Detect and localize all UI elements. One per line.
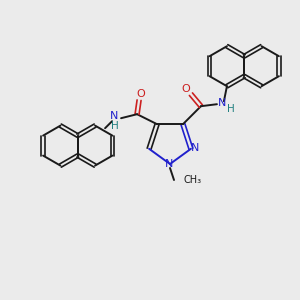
Text: N: N <box>165 159 173 169</box>
Text: CH₃: CH₃ <box>183 175 201 185</box>
Text: H: H <box>111 121 119 131</box>
Text: O: O <box>182 84 190 94</box>
Text: N: N <box>191 143 199 153</box>
Text: N: N <box>218 98 226 108</box>
Text: H: H <box>227 104 235 114</box>
Text: N: N <box>110 111 118 121</box>
Text: O: O <box>137 89 146 99</box>
